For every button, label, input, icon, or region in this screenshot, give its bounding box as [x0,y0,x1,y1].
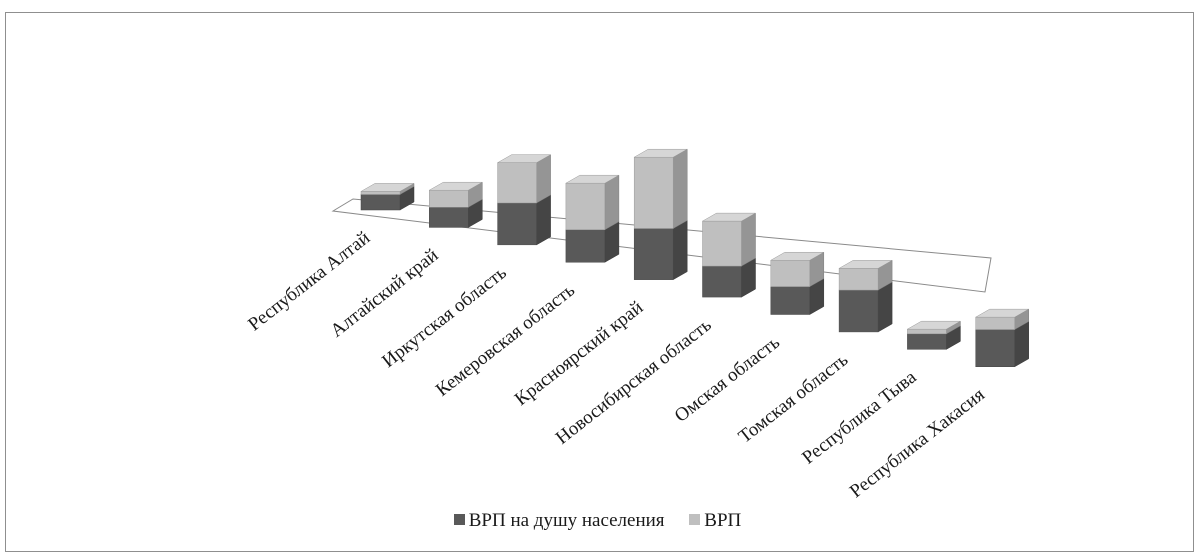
bar-1-9 [975,316,1015,330]
bar-stack-4 [633,148,689,281]
bar-1-3 [565,182,606,230]
chart-floor-outline [331,198,992,293]
bar-0-0 [360,194,401,211]
legend-label-series-0: ВРП на душу населения [468,510,665,531]
bar-top-0 [360,183,415,192]
bar-0-8 [907,333,947,350]
bar-side-0-7 [877,281,893,333]
bar-stack-7 [838,259,894,333]
bar-1-4 [633,156,674,229]
bar-top-5 [701,212,757,222]
bar-1-8 [907,328,947,335]
bar-1-0 [360,191,401,195]
bar-1-7 [838,268,879,291]
bar-0-3 [565,229,606,263]
legend-label-series-1: ВРП [704,510,742,531]
bar-0-1 [429,207,469,228]
bar-top-9 [974,308,1030,318]
chart-legend: ВРП на душу населения ВРП [0,510,1195,532]
bar-stack-9 [974,308,1030,368]
bar-stack-8 [906,320,962,350]
bar-1-2 [497,162,537,204]
bar-0-5 [702,265,742,298]
legend-swatch-series-1 [689,514,701,525]
bar-1-6 [770,259,811,287]
legend-swatch-series-0 [453,514,465,525]
bar-stack-3 [564,174,620,263]
bar-top-7 [838,260,894,269]
bar-side-0-4 [672,220,688,281]
bar-0-7 [838,289,879,333]
category-label-5: Новосибирская область [552,314,716,449]
bar-top-3 [564,174,620,184]
bar-top-8 [906,320,962,330]
bar-side-1-3 [604,174,620,231]
bar-0-6 [770,286,811,315]
bar-0-2 [497,202,537,246]
bar-top-1 [428,181,484,191]
bar-top-2 [496,154,552,163]
legend-item-series-0: ВРП на душу населения [453,510,665,532]
bar-side-0-2 [536,194,551,246]
bar-stack-6 [769,251,825,315]
bar-side-1-4 [672,148,688,229]
bar-1-5 [702,220,742,267]
chart-bars [360,148,1030,368]
chart-area [5,12,1194,552]
bar-1-1 [429,189,469,208]
bar-0-9 [975,329,1015,367]
chart-floor [331,198,992,293]
bar-top-4 [633,148,689,158]
bar-stack-2 [496,154,552,246]
bar-stack-0 [360,182,415,211]
bar-top-6 [769,251,825,261]
bar-stack-1 [428,181,484,228]
legend-item-series-1: ВРП [689,510,741,532]
bar-stack-5 [701,212,757,298]
bar-side-1-5 [741,212,756,267]
bar-side-1-2 [536,154,551,204]
bar-0-4 [633,228,674,280]
